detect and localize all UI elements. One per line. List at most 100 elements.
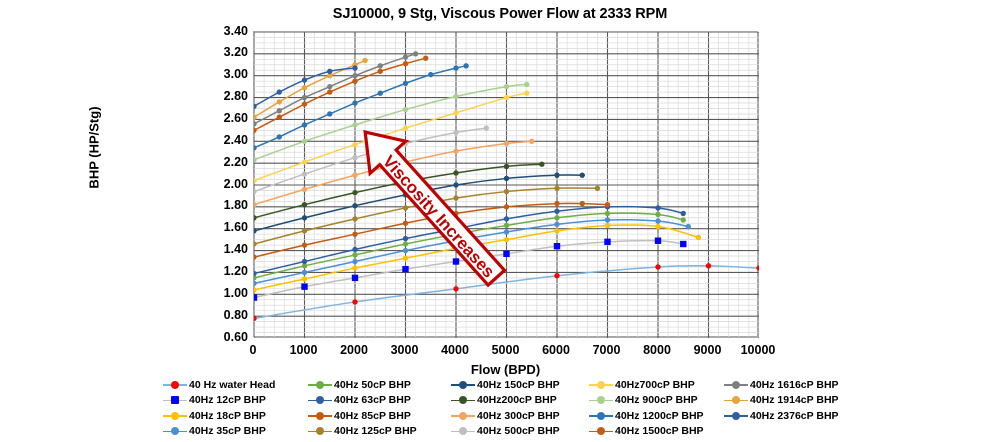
legend-label: 40Hz 85cP BHP — [334, 409, 411, 422]
legend-swatch-icon — [163, 395, 187, 406]
x-tick-label: 8000 — [643, 343, 671, 357]
legend-label: 40Hz 12cP BHP — [189, 394, 266, 406]
y-tick-label: 2.20 — [223, 154, 248, 169]
legend-marker-icon — [459, 396, 467, 405]
legend-marker-icon — [459, 411, 467, 420]
legend-marker-icon — [597, 380, 605, 389]
legend-swatch-icon — [308, 395, 332, 406]
legend-marker-icon — [171, 396, 179, 405]
plot-area: Viscosity Increases — [253, 31, 759, 338]
series-40hz-1616cp-bhp — [254, 51, 419, 127]
x-tick-label: 1000 — [289, 343, 318, 357]
y-tick-label: 0.80 — [223, 307, 248, 322]
x-tick-label: 3000 — [390, 343, 419, 357]
legend-marker-icon — [732, 380, 740, 389]
y-tick-label: 3.20 — [223, 45, 248, 60]
legend-label: 40Hz 125cP BHP — [334, 425, 417, 437]
legend-marker-icon — [459, 427, 467, 436]
legend-label: 40Hz 900cP BHP — [615, 394, 698, 406]
legend-marker-icon — [459, 380, 467, 389]
legend-marker-icon — [732, 411, 740, 420]
legend-label: 40Hz 50cP BHP — [334, 378, 411, 391]
legend-item[interactable]: 40Hz 900cP BHP — [589, 393, 724, 409]
legend-label: 40Hz 1200cP BHP — [615, 409, 704, 422]
legend-marker-icon — [732, 396, 740, 405]
x-axis-title: Flow (BPD) — [470, 362, 541, 377]
legend-label: 40Hz200cP BHP — [477, 394, 557, 406]
legend-swatch-icon — [308, 426, 332, 437]
legend-marker-icon — [316, 396, 324, 405]
series-40hz-900cp-bhp — [254, 81, 530, 163]
legend-label: 40Hz 35cP BHP — [189, 425, 266, 437]
x-tick-label: 2000 — [340, 343, 368, 357]
legend-item[interactable]: 40Hz 85cP BHP — [308, 408, 451, 424]
legend-swatch-icon — [589, 395, 613, 406]
legend-item[interactable]: 40Hz 50cP BHP — [308, 377, 451, 393]
legend-swatch-icon — [163, 410, 187, 421]
legend-item[interactable]: 40Hz 150cP BHP — [451, 377, 589, 393]
y-axis-tick-labels: 3.40 3.20 3.00 2.80 2.60 2.40 2.20 2.00 1.80 1.60… — [200, 24, 248, 342]
legend-marker-icon — [597, 427, 605, 436]
legend-swatch-icon — [308, 410, 332, 421]
legend-label: 40Hz 300cP BHP — [477, 409, 560, 422]
legend-item[interactable]: 40Hz 18cP BHP — [163, 408, 308, 424]
legend-item[interactable]: 40Hz200cP BHP — [451, 393, 589, 409]
x-tick-label: 9000 — [693, 343, 722, 357]
legend-label: 40Hz 1616cP BHP — [750, 378, 839, 391]
legend-marker-icon — [316, 427, 324, 436]
y-axis-title: BHP (HP/Stg) — [86, 106, 102, 189]
legend-marker-icon — [171, 380, 179, 389]
y-tick-label: 1.00 — [223, 285, 248, 300]
legend-swatch-icon — [451, 410, 475, 421]
y-tick-label: 2.00 — [223, 176, 248, 191]
legend-swatch-icon — [163, 426, 187, 437]
legend-marker-icon — [316, 380, 324, 389]
legend-marker-icon — [171, 411, 179, 420]
x-tick-label: 6000 — [542, 343, 570, 357]
legend-label: 40Hz 18cP BHP — [189, 409, 266, 422]
y-tick-label: 2.60 — [223, 110, 248, 125]
legend-label: 40Hz 1914cP BHP — [750, 394, 839, 406]
series-40hz-1500cp-bhp — [254, 55, 429, 134]
legend-label: 40 Hz water Head — [189, 378, 276, 391]
legend-marker-icon — [597, 411, 605, 420]
series-40hz-50cp-bhp — [254, 210, 686, 281]
y-tick-label: 1.40 — [223, 242, 248, 257]
legend-item[interactable]: 40Hz 63cP BHP — [308, 393, 451, 409]
legend-item[interactable]: 40Hz 1200cP BHP — [589, 408, 724, 424]
legend-swatch-icon — [724, 379, 748, 390]
x-tick-label: 0 — [249, 343, 257, 357]
x-tick-label: 10000 — [740, 343, 776, 357]
legend-item[interactable]: 40 Hz water Head — [163, 377, 308, 393]
legend-marker-icon — [171, 427, 179, 436]
legend-item[interactable]: 40Hz 2376cP BHP — [724, 408, 854, 424]
legend-item[interactable]: 40Hz 1500cP BHP — [589, 424, 724, 440]
legend-swatch-icon — [451, 395, 475, 406]
legend-item[interactable]: 40Hz 35cP BHP — [163, 424, 308, 440]
legend-swatch-icon — [724, 395, 748, 406]
legend-swatch-icon — [589, 426, 613, 437]
legend-item[interactable]: 40Hz 125cP BHP — [308, 424, 451, 440]
legend-label: 40Hz700cP BHP — [615, 378, 695, 391]
series-40-hz-water-head — [254, 263, 759, 322]
legend-swatch-icon — [308, 379, 332, 390]
x-tick-label: 7000 — [592, 343, 621, 357]
legend-swatch-icon — [589, 379, 613, 390]
legend-item[interactable]: 40Hz 500cP BHP — [451, 424, 589, 440]
legend-item[interactable]: 40Hz 1616cP BHP — [724, 377, 854, 393]
viscosity-increases-arrow-annotation: Viscosity Increases — [363, 129, 507, 288]
legend-swatch-icon — [451, 426, 475, 437]
x-tick-label: 4000 — [441, 343, 469, 357]
legend-item[interactable]: 40Hz700cP BHP — [589, 377, 724, 393]
legend-item[interactable]: 40Hz 1914cP BHP — [724, 393, 854, 409]
y-tick-label: 3.40 — [223, 23, 248, 38]
legend-item[interactable]: 40Hz 300cP BHP — [451, 408, 589, 424]
legend-item[interactable]: 40Hz 12cP BHP — [163, 393, 308, 409]
y-tick-label: 1.80 — [223, 198, 248, 213]
legend-label: 40Hz 63cP BHP — [334, 394, 411, 406]
legend-swatch-icon — [724, 410, 748, 421]
y-tick-label: 0.60 — [223, 329, 248, 344]
legend-marker-icon — [597, 396, 605, 405]
viscosity-arrow-label: Viscosity Increases — [379, 152, 499, 282]
